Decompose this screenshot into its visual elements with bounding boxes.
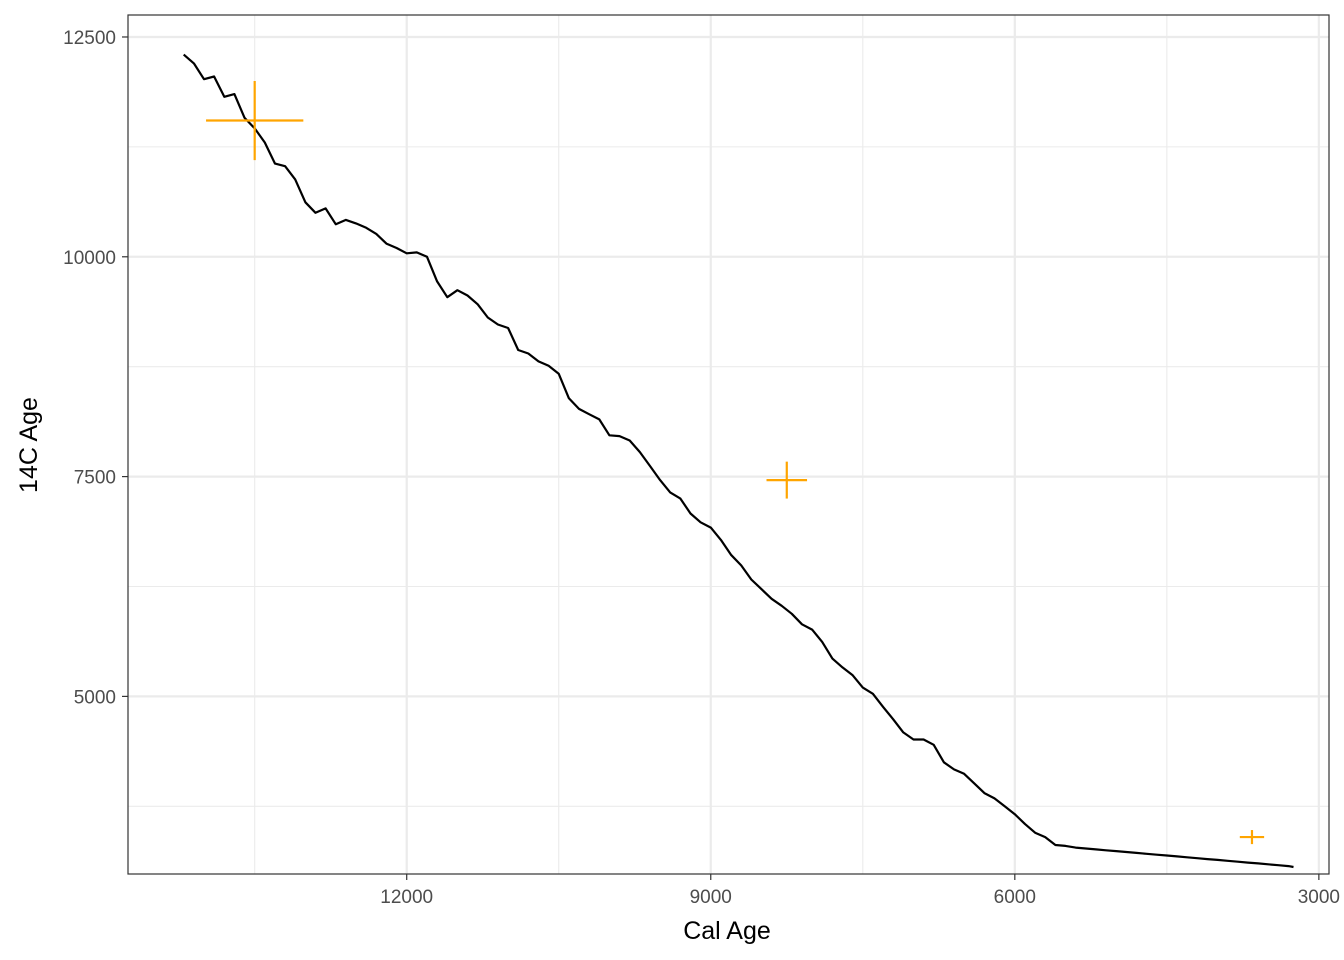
x-tick-label: 3000 — [1298, 887, 1340, 908]
y-tick-label: 12500 — [63, 28, 116, 49]
grid-major — [128, 15, 1329, 874]
determination-point — [206, 80, 304, 161]
x-axis-ticks: 12000 9000 6000 3000 — [380, 874, 1340, 908]
y-axis-title: 14C Age — [15, 397, 43, 493]
x-tick-label: 9000 — [690, 887, 732, 908]
series-layer — [182, 53, 1294, 869]
points-layer — [206, 80, 1265, 845]
determination-point — [766, 461, 808, 499]
calibration-curve-line — [182, 53, 1294, 869]
y-tick-label: 7500 — [74, 468, 116, 489]
grid-minor — [128, 15, 1329, 874]
y-tick-label: 10000 — [63, 248, 116, 269]
y-tick-label: 5000 — [74, 687, 116, 708]
panel-border — [127, 14, 1330, 875]
x-axis-title: Cal Age — [683, 917, 771, 945]
x-tick-label: 6000 — [994, 887, 1036, 908]
y-axis-ticks: 5000 7500 10000 12500 — [63, 28, 128, 708]
x-tick-label: 12000 — [380, 887, 433, 908]
determination-point — [1239, 830, 1265, 845]
